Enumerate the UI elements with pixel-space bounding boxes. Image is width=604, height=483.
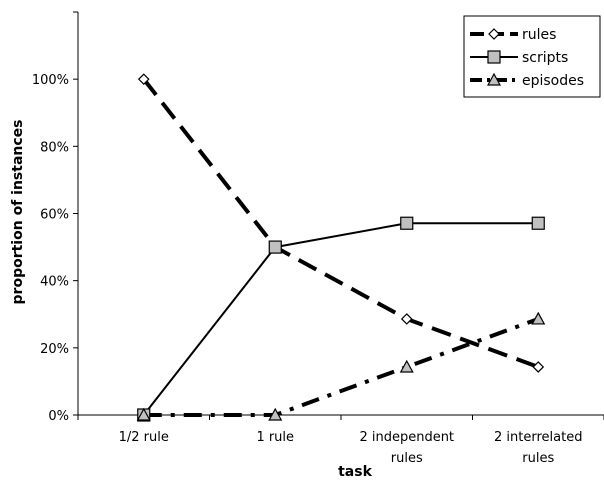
series-line-episodes	[143, 317, 539, 417]
y-tick-label: 100%	[32, 73, 69, 88]
series-markers	[136, 73, 546, 422]
y-tick-label: 60%	[40, 208, 69, 223]
x-tick-label: 1/2 rule	[119, 430, 169, 445]
x-tick-label: 2 interrelated rules	[494, 430, 582, 466]
legend-label-rules: rules	[522, 27, 556, 43]
axes	[73, 11, 604, 420]
point-scripts-marker-1	[268, 240, 282, 254]
point-episodes-marker-2	[399, 359, 414, 373]
y-tick-label: 0%	[48, 409, 69, 424]
point-episodes-marker-0	[136, 407, 151, 421]
point-scripts-marker-3	[531, 216, 545, 230]
x-tick-label: 2 independent rules	[359, 430, 454, 466]
point-scripts-marker-2	[400, 216, 414, 230]
legend-label-scripts: scripts	[522, 50, 568, 66]
x-tick-labels: 1/2 rule 1 rule 2 independent rules 2 interr…	[119, 430, 583, 466]
series-lines	[142, 77, 539, 417]
y-tick-labels: 0% 20% 40% 60% 80% 100%	[32, 73, 69, 424]
point-rules-marker-2	[400, 313, 413, 325]
legend-rules-marker	[488, 28, 500, 40]
x-axis-title: task	[338, 464, 372, 480]
point-episodes-marker-1	[268, 407, 283, 421]
x-tick-label: 1 rule	[256, 430, 294, 445]
point-episodes-marker-3	[531, 311, 546, 325]
series-line-rules	[142, 77, 539, 369]
legend-label-episodes: episodes	[522, 73, 584, 89]
legend-scripts-marker	[487, 50, 501, 64]
y-tick-label: 20%	[40, 342, 69, 357]
y-tick-label: 80%	[40, 140, 69, 155]
series-line-scripts	[142, 222, 539, 416]
y-tick-label: 40%	[40, 275, 69, 290]
point-rules-marker-0	[137, 73, 150, 86]
legend-episodes-marker	[486, 72, 502, 86]
point-rules-marker-3	[532, 361, 545, 373]
y-axis-title: proportion of instances	[10, 120, 26, 305]
legend: rules scripts episodes	[463, 15, 601, 98]
